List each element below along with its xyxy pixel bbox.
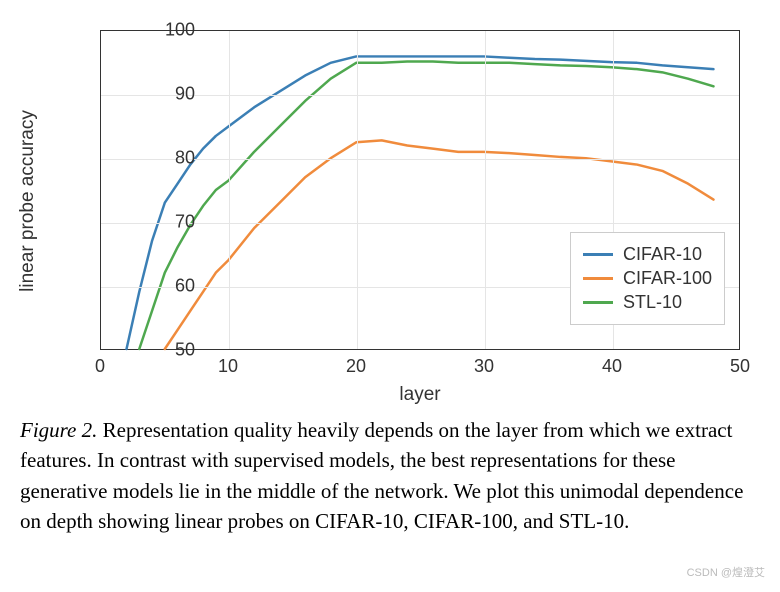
y-axis-label: linear probe accuracy xyxy=(17,110,39,292)
legend-item: CIFAR-100 xyxy=(583,268,712,289)
y-tick-label: 80 xyxy=(165,148,195,169)
legend-swatch-cifar100 xyxy=(583,277,613,280)
figure-label: Figure 2. xyxy=(20,418,97,442)
x-tick-label: 50 xyxy=(725,356,755,377)
x-tick-label: 40 xyxy=(597,356,627,377)
y-tick-label: 70 xyxy=(165,212,195,233)
chart-container: linear probe accuracy layer CIFAR-10 CIF… xyxy=(20,10,760,405)
legend: CIFAR-10 CIFAR-100 STL-10 xyxy=(570,232,725,325)
y-tick-label: 50 xyxy=(165,340,195,361)
y-tick-label: 60 xyxy=(165,276,195,297)
y-tick-label: 90 xyxy=(165,84,195,105)
x-tick-label: 30 xyxy=(469,356,499,377)
legend-item: STL-10 xyxy=(583,292,712,313)
figure-caption: Figure 2. Representation quality heavily… xyxy=(20,415,760,537)
legend-label: CIFAR-10 xyxy=(623,244,702,265)
legend-label: CIFAR-100 xyxy=(623,268,712,289)
caption-text: Representation quality heavily depends o… xyxy=(20,418,743,533)
y-tick-label: 100 xyxy=(165,20,195,41)
legend-item: CIFAR-10 xyxy=(583,244,712,265)
x-tick-label: 10 xyxy=(213,356,243,377)
legend-label: STL-10 xyxy=(623,292,682,313)
gridline-h xyxy=(101,95,739,96)
gridline-v xyxy=(485,31,486,349)
gridline-h xyxy=(101,223,739,224)
x-tick-label: 20 xyxy=(341,356,371,377)
x-axis-label: layer xyxy=(399,384,440,406)
legend-swatch-cifar10 xyxy=(583,253,613,256)
gridline-h xyxy=(101,159,739,160)
gridline-v xyxy=(357,31,358,349)
gridline-v xyxy=(229,31,230,349)
watermark: CSDN @煌澄艾 xyxy=(687,564,765,580)
x-tick-label: 0 xyxy=(85,356,115,377)
legend-swatch-stl10 xyxy=(583,301,613,304)
